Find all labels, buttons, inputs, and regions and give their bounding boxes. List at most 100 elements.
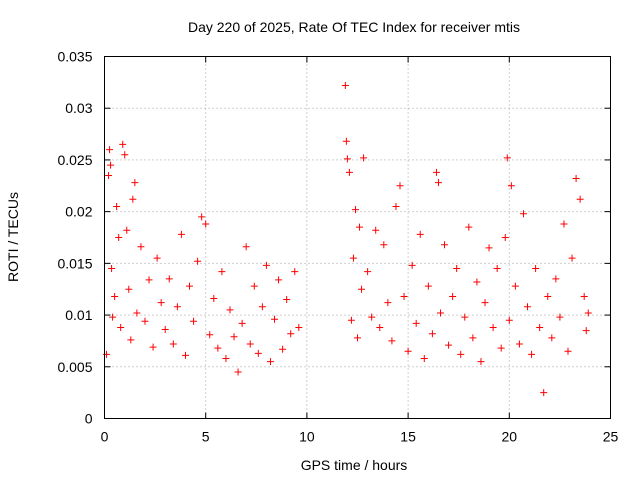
y-tick-label: 0 (85, 411, 93, 427)
roti-point (412, 319, 420, 327)
roti-point (238, 319, 246, 327)
roti-point (206, 331, 214, 339)
roti-point (384, 299, 392, 307)
roti-point (287, 330, 295, 338)
x-tick-label: 15 (400, 429, 416, 445)
roti-point (226, 306, 234, 314)
roti-point (445, 341, 453, 349)
roti-point (364, 268, 372, 276)
roti-point (356, 223, 364, 231)
roti-point (246, 340, 254, 348)
roti-point (271, 315, 279, 323)
roti-point (345, 168, 353, 176)
roti-point (532, 265, 540, 273)
roti-point (250, 282, 258, 290)
roti-point (181, 351, 189, 359)
roti-point (117, 323, 125, 331)
y-tick-label: 0.025 (57, 152, 92, 168)
roti-point (582, 327, 590, 335)
roti-point (242, 243, 250, 251)
roti-point (190, 317, 198, 325)
roti-point (489, 323, 497, 331)
x-tick-label: 5 (202, 429, 210, 445)
roti-point (157, 299, 165, 307)
roti-point (501, 234, 509, 241)
roti-point (351, 206, 359, 214)
roti-point (376, 323, 384, 331)
roti-point (511, 282, 519, 290)
roti-point (291, 268, 299, 276)
roti-point (552, 275, 560, 283)
roti-point (119, 140, 127, 148)
roti-point (173, 303, 181, 311)
roti-point (202, 220, 210, 228)
roti-point (169, 340, 177, 348)
roti-point (556, 313, 564, 321)
roti-point (396, 182, 404, 190)
roti-point (218, 268, 226, 276)
roti-point (360, 154, 368, 162)
roti-point (580, 292, 588, 300)
roti-point (194, 257, 202, 265)
roti-point (453, 265, 461, 273)
roti-point (560, 220, 568, 228)
roti-point (137, 243, 145, 251)
y-tick-label: 0.035 (57, 49, 92, 65)
roti-point (368, 313, 376, 321)
roti-point (428, 330, 436, 338)
x-tick-label: 0 (101, 429, 109, 445)
roti-point (105, 171, 113, 179)
y-tick-label: 0.015 (57, 255, 92, 271)
roti-point (275, 276, 283, 284)
roti-point (408, 261, 416, 269)
roti-point (165, 275, 173, 283)
roti-point (131, 179, 139, 187)
roti-point (420, 355, 428, 363)
roti-point (449, 292, 457, 300)
roti-point (372, 226, 380, 234)
roti-point (424, 282, 432, 290)
roti-point (416, 230, 424, 238)
roti-point (145, 276, 153, 284)
x-tick-label: 25 (603, 429, 619, 445)
y-tick-label: 0.02 (65, 204, 92, 220)
axis-ticks (104, 56, 611, 419)
roti-point (121, 151, 129, 159)
tick-labels: 0 5 10 15 20 25 0 0.005 0.01 0.015 0.02 0.025 0.03 0.… (57, 49, 618, 445)
grid (104, 56, 611, 419)
roti-point (515, 340, 523, 348)
roti-point (465, 223, 473, 231)
roti-point (254, 349, 262, 357)
roti-point (266, 358, 274, 366)
roti-point (540, 389, 548, 397)
roti-point (107, 161, 115, 169)
roti-point (222, 355, 230, 363)
roti-point (436, 309, 444, 317)
roti-point (279, 345, 287, 353)
roti-point (133, 309, 141, 317)
roti-point (343, 155, 351, 163)
chart-title: Day 220 of 2025, Rate Of TEC Index for r… (188, 19, 520, 35)
roti-point (477, 358, 485, 366)
roti-point (432, 168, 440, 176)
roti-point (388, 337, 396, 345)
roti-point (568, 254, 576, 262)
roti-point (461, 313, 469, 321)
roti-point (576, 195, 584, 203)
roti-point (524, 303, 532, 311)
roti-point (342, 137, 350, 145)
roti-point (493, 265, 501, 273)
roti-point (404, 347, 412, 355)
roti-point (149, 343, 157, 351)
roti-point (564, 347, 572, 355)
roti-point (441, 241, 449, 249)
roti-point (127, 336, 135, 344)
roti-point (519, 210, 527, 218)
roti-point (473, 278, 481, 286)
x-axis-label: GPS time / hours (301, 457, 408, 473)
roti-point (258, 303, 266, 311)
roti-point (507, 182, 515, 190)
y-axis-label: ROTI / TECUs (5, 192, 21, 282)
